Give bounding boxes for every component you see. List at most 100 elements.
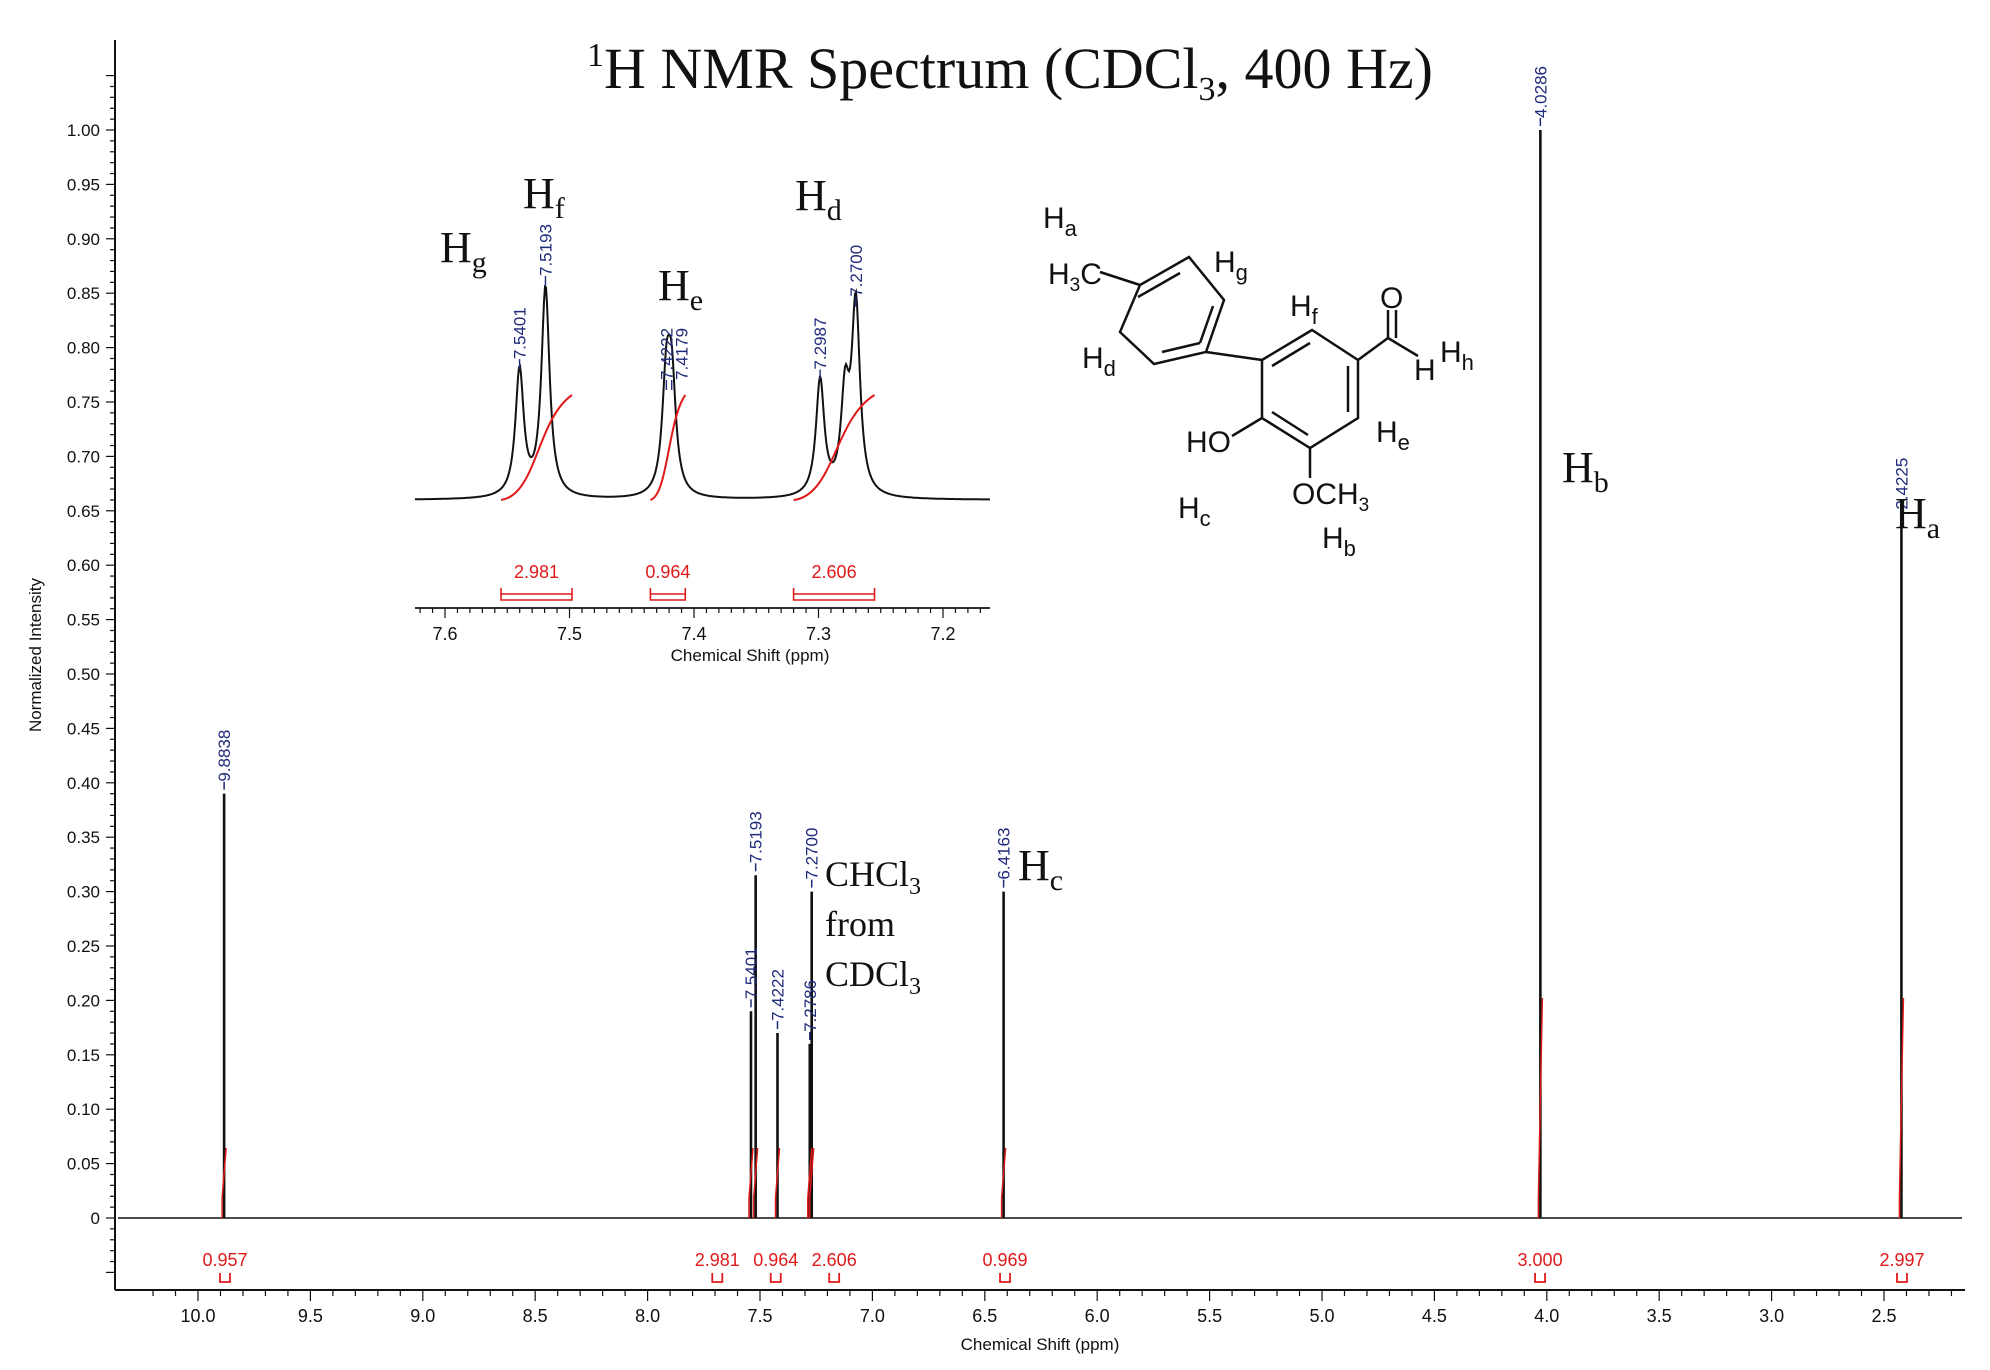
phenol-ring	[1262, 330, 1358, 448]
y-tick-label: 0.35	[67, 828, 100, 847]
y-tick-label: 0.25	[67, 937, 100, 956]
integral-bracket	[712, 1273, 722, 1282]
inset-peak-label: 7.5193	[536, 224, 555, 276]
integral-value: 0.964	[753, 1250, 798, 1270]
peak-label: 7.2786	[801, 980, 820, 1032]
y-tick-label: 0.45	[67, 719, 100, 738]
chart-title: 1H NMR Spectrum (CDCl3, 400 Hz)	[587, 36, 1433, 108]
x-tick-label: 9.5	[298, 1306, 323, 1326]
annotation-hb: Hb	[1562, 443, 1609, 499]
x-tick-label: 5.5	[1197, 1306, 1222, 1326]
peak-label: 7.5193	[747, 811, 766, 863]
y-tick-label: 0.95	[67, 175, 100, 194]
integral-group: 0.957 2.981 0.964 2.606 0.969 3.000 2.997	[202, 998, 1924, 1282]
x-axis-label: Chemical Shift (ppm)	[961, 1335, 1120, 1354]
tolyl-ring	[1120, 257, 1224, 364]
integral-value: 0.969	[983, 1250, 1028, 1270]
mol-label-h3c: H3C	[1048, 258, 1102, 296]
title-sup: 1	[587, 37, 604, 74]
inset-annotation-hf: Hf	[523, 169, 565, 225]
y-tick-label: 0.90	[67, 230, 100, 249]
inset-integral-value: 2.981	[514, 562, 559, 582]
mol-label-hg: Hg	[1214, 246, 1248, 285]
y-tick-label: 0.15	[67, 1046, 100, 1065]
x-tick-label: 7.5	[747, 1306, 772, 1326]
x-tick-label: 6.5	[972, 1306, 997, 1326]
mol-label-och3: OCH3	[1292, 478, 1369, 516]
inset-annotation-hg: Hg	[440, 223, 487, 279]
molecule-structure	[1100, 257, 1418, 478]
x-tick-label: 5.0	[1309, 1306, 1334, 1326]
annotation-chcl3: CHCl3	[825, 854, 921, 900]
inset-peak-label: 7.2700	[847, 245, 866, 297]
x-axis: 10.0 9.5 9.0 8.5 8.0 7.5 7.0 6.5 6.0 5.5 5.0 4.5 4.0…	[115, 1290, 1965, 1326]
x-tick-label: 9.0	[410, 1306, 435, 1326]
mol-label-he: He	[1376, 416, 1410, 455]
title-main-a: H NMR Spectrum (CDCl	[604, 36, 1199, 101]
y-tick-label: 0.65	[67, 502, 100, 521]
inset-spectrum-curve	[415, 287, 990, 500]
inset-x-tick-label: 7.6	[432, 624, 457, 644]
inset-integral-value: 2.606	[812, 562, 857, 582]
x-tick-label: 2.5	[1871, 1306, 1896, 1326]
integral-bracket	[829, 1273, 839, 1282]
inset-x-axis-label: Chemical Shift (ppm)	[671, 646, 830, 665]
inset-integral-curve	[501, 395, 572, 500]
mol-label-ha: Ha	[1043, 202, 1078, 241]
y-tick-label: 0	[91, 1209, 100, 1228]
spectrum-trace	[118, 130, 1962, 1218]
mol-label-hc: Hc	[1178, 492, 1211, 531]
annotation-from: from	[825, 904, 895, 944]
annotation-cdcl3: CDCl3	[825, 954, 921, 1000]
x-tick-label: 3.5	[1647, 1306, 1672, 1326]
integral-value: 2.606	[812, 1250, 857, 1270]
integral-value: 2.981	[695, 1250, 740, 1270]
inset-x-tick-label: 7.2	[930, 624, 955, 644]
inset-integral-curve	[650, 395, 685, 500]
y-tick-label: 0.85	[67, 284, 100, 303]
y-axis: 0 0.05 0.10 0.15 0.20 0.25 0.30 0.35 0.40 0.45 0.5…	[67, 40, 115, 1290]
x-tick-label: 6.0	[1085, 1306, 1110, 1326]
y-tick-label: 0.60	[67, 556, 100, 575]
inset-annotation-hd: Hd	[795, 171, 842, 227]
annotation-hc: Hc	[1018, 841, 1063, 897]
y-tick-label: 0.80	[67, 339, 100, 358]
y-tick-label: 0.55	[67, 611, 100, 630]
inset-integral-bracket	[650, 588, 685, 600]
integral-value: 0.957	[202, 1250, 247, 1270]
integral-value: 3.000	[1518, 1250, 1563, 1270]
peak-label: 7.5401	[742, 947, 761, 999]
y-tick-label: 0.75	[67, 393, 100, 412]
integral-bracket	[220, 1273, 230, 1282]
peak-label: 9.8838	[215, 730, 234, 782]
inset-x-tick-label: 7.4	[681, 624, 706, 644]
y-tick-label: 1.00	[67, 121, 100, 140]
molecule-labels: Ha H3C Hg Hf O H Hh Hd He HO OCH3 Hc Hb	[1043, 202, 1474, 561]
inset-annotation-he: He	[658, 261, 703, 317]
y-tick-label: 0.05	[67, 1155, 100, 1174]
peak-label: 7.2700	[803, 828, 822, 880]
inset-integral-value: 0.964	[645, 562, 690, 582]
mol-label-hf: Hf	[1290, 290, 1319, 329]
y-tick-label: 0.50	[67, 665, 100, 684]
x-tick-label: 8.5	[523, 1306, 548, 1326]
y-tick-label: 0.40	[67, 774, 100, 793]
x-tick-label: 7.0	[860, 1306, 885, 1326]
mol-label-hh: Hh	[1440, 336, 1474, 375]
peak-label: 6.4163	[995, 828, 1014, 880]
x-tick-label: 4.5	[1422, 1306, 1447, 1326]
integral-bracket	[771, 1273, 781, 1282]
x-tick-label: 4.0	[1534, 1306, 1559, 1326]
x-tick-label: 10.0	[180, 1306, 215, 1326]
mol-label-h: H	[1414, 354, 1436, 387]
mol-label-o: O	[1380, 282, 1403, 315]
mol-label-hd: Hd	[1082, 342, 1116, 381]
x-tick-label: 8.0	[635, 1306, 660, 1326]
y-tick-label: 0.20	[67, 991, 100, 1010]
peak-label: 4.0286	[1531, 66, 1550, 118]
integral-bracket	[1000, 1273, 1010, 1282]
inset-x-tick-label: 7.5	[557, 624, 582, 644]
title-sub: 3	[1199, 71, 1216, 108]
y-tick-label: 0.30	[67, 883, 100, 902]
